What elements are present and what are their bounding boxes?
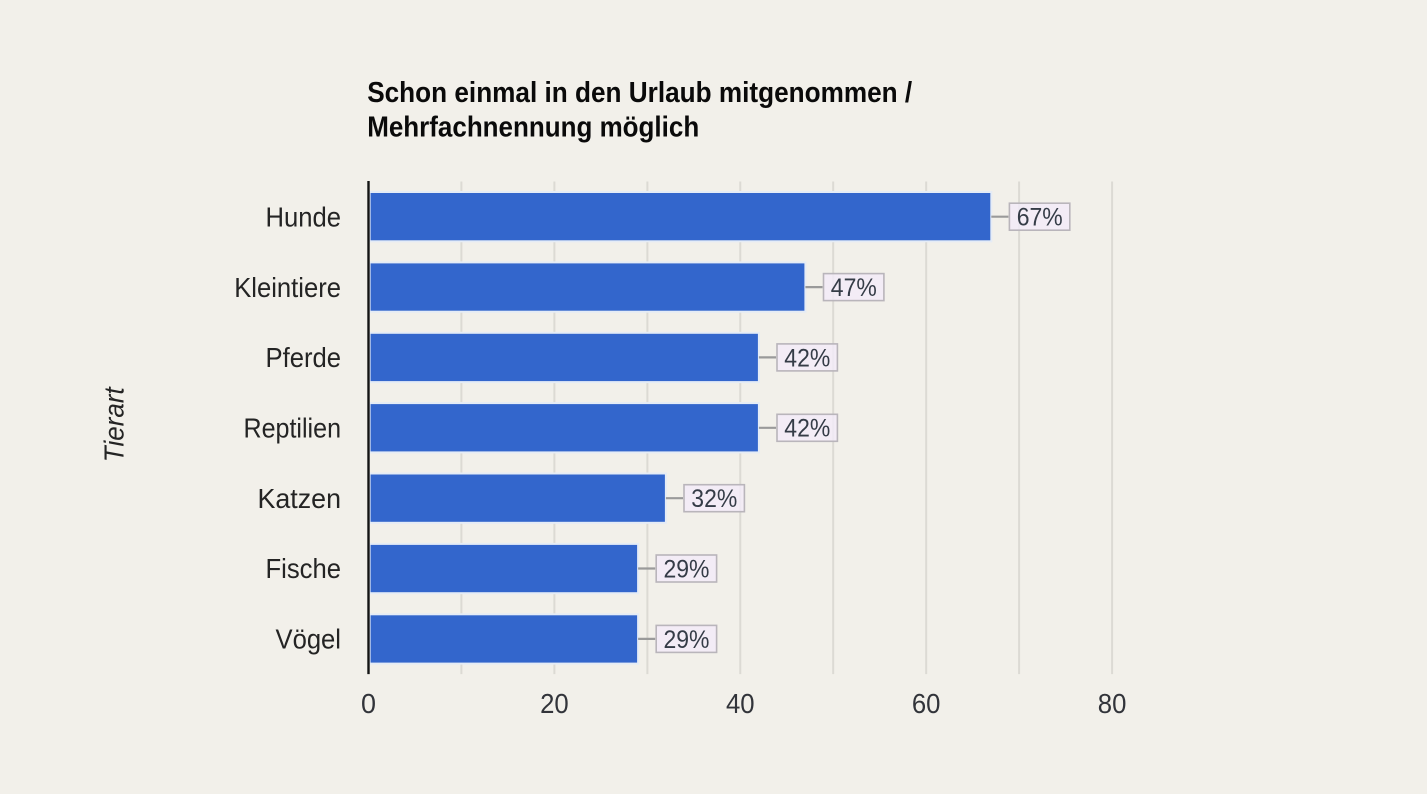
svg-text:42%: 42% [784, 415, 830, 443]
svg-text:80: 80 [1098, 688, 1127, 719]
svg-text:Katzen: Katzen [258, 483, 342, 514]
svg-text:Mehrfachnennung möglich: Mehrfachnennung möglich [367, 112, 699, 144]
svg-text:Kleintiere: Kleintiere [234, 272, 341, 303]
svg-text:20: 20 [540, 688, 569, 719]
svg-text:47%: 47% [831, 274, 877, 302]
svg-text:40: 40 [726, 688, 755, 719]
svg-text:Fische: Fische [266, 553, 342, 584]
svg-text:60: 60 [912, 688, 941, 719]
svg-text:Schon einmal in den Urlaub mit: Schon einmal in den Urlaub mitgenommen / [367, 77, 912, 109]
svg-text:Tierart: Tierart [99, 386, 130, 462]
svg-text:29%: 29% [664, 626, 710, 654]
svg-text:67%: 67% [1017, 204, 1063, 232]
svg-text:Pferde: Pferde [266, 342, 342, 373]
svg-text:Reptilien: Reptilien [244, 413, 342, 444]
svg-text:42%: 42% [784, 344, 830, 372]
svg-text:32%: 32% [691, 485, 737, 513]
svg-text:Vögel: Vögel [276, 624, 342, 655]
svg-text:29%: 29% [664, 555, 710, 583]
svg-text:0: 0 [361, 688, 376, 719]
svg-text:Hunde: Hunde [266, 201, 342, 232]
